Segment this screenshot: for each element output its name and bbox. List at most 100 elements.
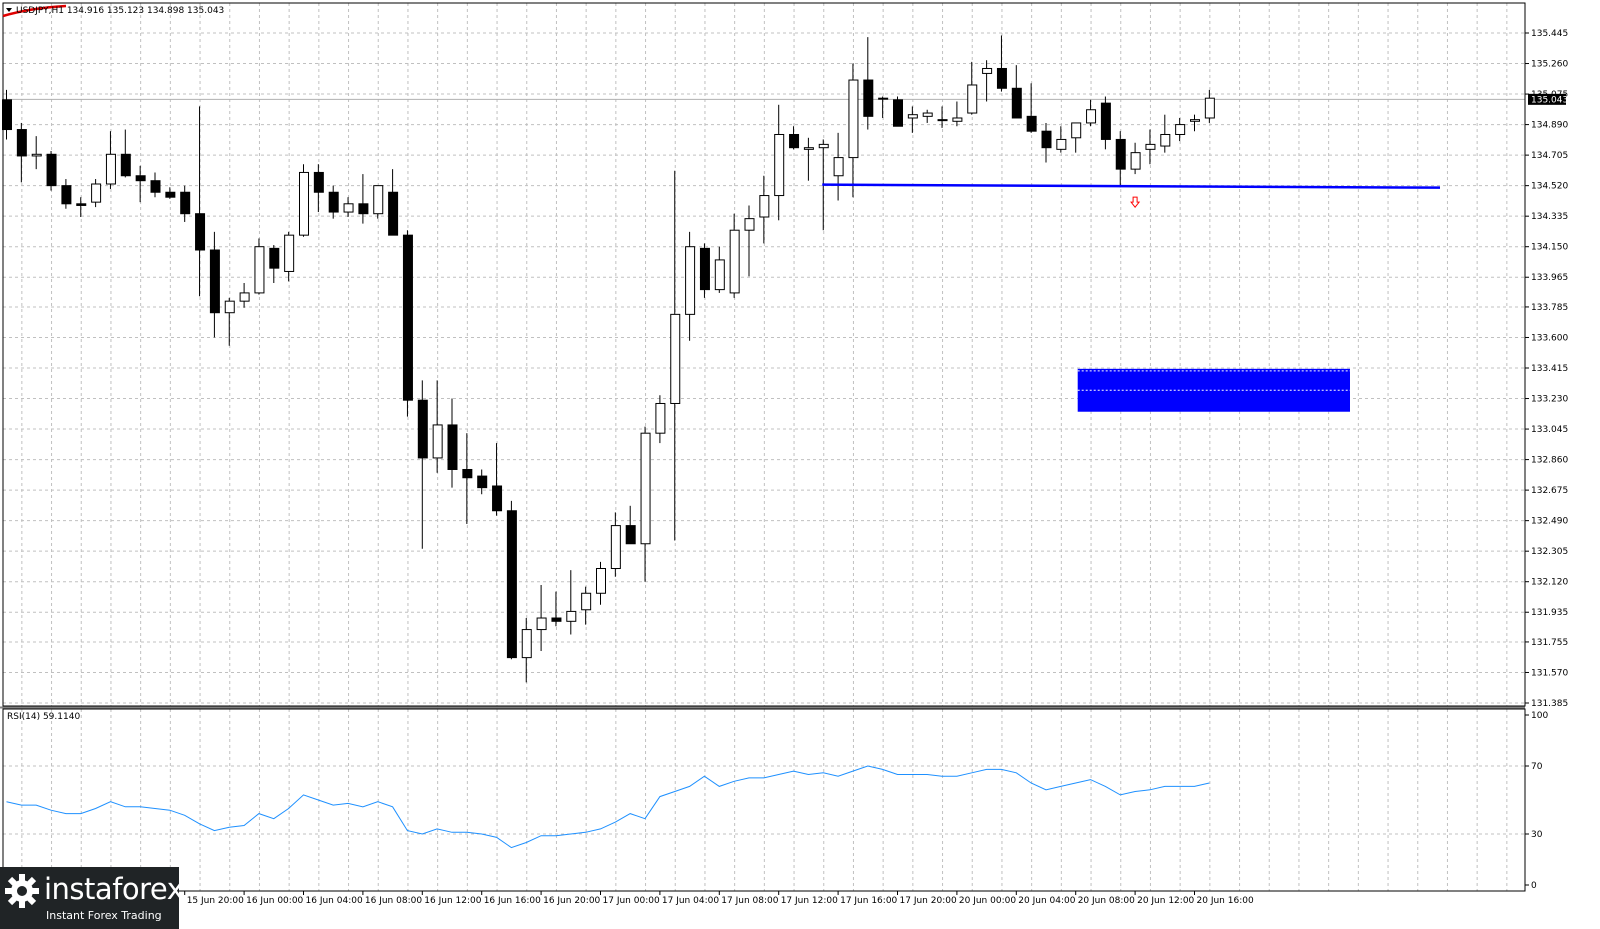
candle <box>402 230 413 417</box>
time-tick-label: 20 Jun 04:00 <box>1018 896 1075 906</box>
candle <box>180 185 191 222</box>
time-tick-label: 20 Jun 16:00 <box>1197 896 1254 906</box>
candle <box>388 169 399 236</box>
time-tick-label: 17 Jun 20:00 <box>900 896 957 906</box>
time-tick-label: 17 Jun 12:00 <box>781 896 838 906</box>
price-axis: 135.445135.260135.075134.890134.705134.5… <box>1525 29 1568 709</box>
candle <box>1190 114 1200 132</box>
candle <box>1130 142 1141 175</box>
candle <box>209 231 220 338</box>
time-tick-label: 16 Jun 20:00 <box>543 896 600 906</box>
rsi-tick-label: 100 <box>1531 711 1548 721</box>
candle <box>1175 117 1186 142</box>
support-line <box>822 183 1441 208</box>
price-tick-label: 132.675 <box>1531 486 1568 496</box>
candle <box>610 512 621 577</box>
candle <box>492 443 503 516</box>
time-tick-label: 16 Jun 08:00 <box>365 896 422 906</box>
candle <box>269 245 280 284</box>
candle <box>699 243 710 298</box>
price-tick-label: 131.385 <box>1531 699 1568 709</box>
candle <box>254 238 265 295</box>
chart-frame <box>0 2 1526 892</box>
target-zone <box>1077 368 1350 412</box>
price-tick-label: 133.600 <box>1531 333 1568 343</box>
candle <box>195 106 206 297</box>
price-tick-label: 132.490 <box>1531 517 1568 527</box>
brand-name: instaforex <box>44 872 184 906</box>
candle <box>685 231 696 341</box>
candle <box>848 63 859 198</box>
candle <box>714 246 725 293</box>
candle <box>803 137 814 181</box>
candle <box>759 175 770 244</box>
candle <box>1071 122 1082 153</box>
grid <box>3 3 1525 891</box>
rsi-pane-border <box>2 708 1526 892</box>
candle <box>982 60 993 102</box>
price-tick-label: 132.305 <box>1531 547 1568 557</box>
chart-menu-triangle-icon[interactable] <box>6 8 12 12</box>
candle <box>536 585 547 652</box>
candle <box>893 96 903 127</box>
price-tick-label: 131.570 <box>1531 668 1568 678</box>
candle <box>239 283 250 308</box>
candle <box>16 122 27 183</box>
candle <box>996 35 1007 92</box>
candle <box>581 586 592 625</box>
rsi-tick-label: 70 <box>1531 762 1543 772</box>
candle <box>1026 83 1037 133</box>
time-tick-label: 16 Jun 16:00 <box>484 896 541 906</box>
candle <box>373 185 384 219</box>
price-tick-label: 133.965 <box>1531 273 1568 283</box>
candle <box>521 618 532 683</box>
rsi-axis: 100 70 30 0 <box>1525 711 1548 891</box>
time-tick-label: 20 Jun 00:00 <box>959 896 1016 906</box>
down-arrow-icon <box>1130 196 1141 208</box>
candle <box>566 570 577 635</box>
rsi-tick-label: 0 <box>1531 881 1537 891</box>
price-tick-label: 134.520 <box>1531 182 1568 192</box>
candle <box>922 109 933 123</box>
price-tick-label: 133.045 <box>1531 425 1568 435</box>
rsi-header: RSI(14) 59.1140 <box>7 712 80 722</box>
candle <box>417 380 428 549</box>
candle <box>789 126 800 150</box>
candle <box>506 500 517 660</box>
candle <box>1041 122 1052 163</box>
candle <box>937 106 948 128</box>
support-level-line <box>822 183 1441 189</box>
price-tick-label: 132.860 <box>1531 456 1568 466</box>
candle <box>477 469 488 495</box>
candle <box>640 426 651 582</box>
candle <box>596 561 606 605</box>
candle <box>284 231 295 282</box>
price-tick-label: 132.120 <box>1531 578 1568 588</box>
price-tick-label: 133.230 <box>1531 395 1568 405</box>
candle <box>120 129 131 178</box>
candle <box>551 591 562 627</box>
price-tick-label: 133.785 <box>1531 303 1568 313</box>
time-tick-label: 17 Jun 00:00 <box>603 896 660 906</box>
rsi-line <box>6 765 1210 849</box>
time-tick-label: 20 Jun 08:00 <box>1078 896 1135 906</box>
time-tick-label: 20 Jun 12:00 <box>1137 896 1194 906</box>
price-tick-label: 134.705 <box>1531 151 1568 161</box>
candle <box>1011 65 1022 119</box>
candle <box>224 297 235 346</box>
current-price-marker: 135.043 <box>1528 93 1568 105</box>
candle <box>150 172 161 198</box>
candle <box>952 101 963 127</box>
candle <box>833 132 844 201</box>
rsi-tick-label: 30 <box>1531 830 1543 840</box>
price-tick-label: 131.935 <box>1531 608 1568 618</box>
candle <box>343 197 354 218</box>
candle <box>1204 89 1215 123</box>
candle <box>863 37 874 130</box>
candle <box>105 131 116 189</box>
candle <box>447 398 458 488</box>
chart-header: USDJPY,H1 134.916 135.123 134.898 135.04… <box>16 6 224 16</box>
price-tick-label: 134.890 <box>1531 121 1568 131</box>
